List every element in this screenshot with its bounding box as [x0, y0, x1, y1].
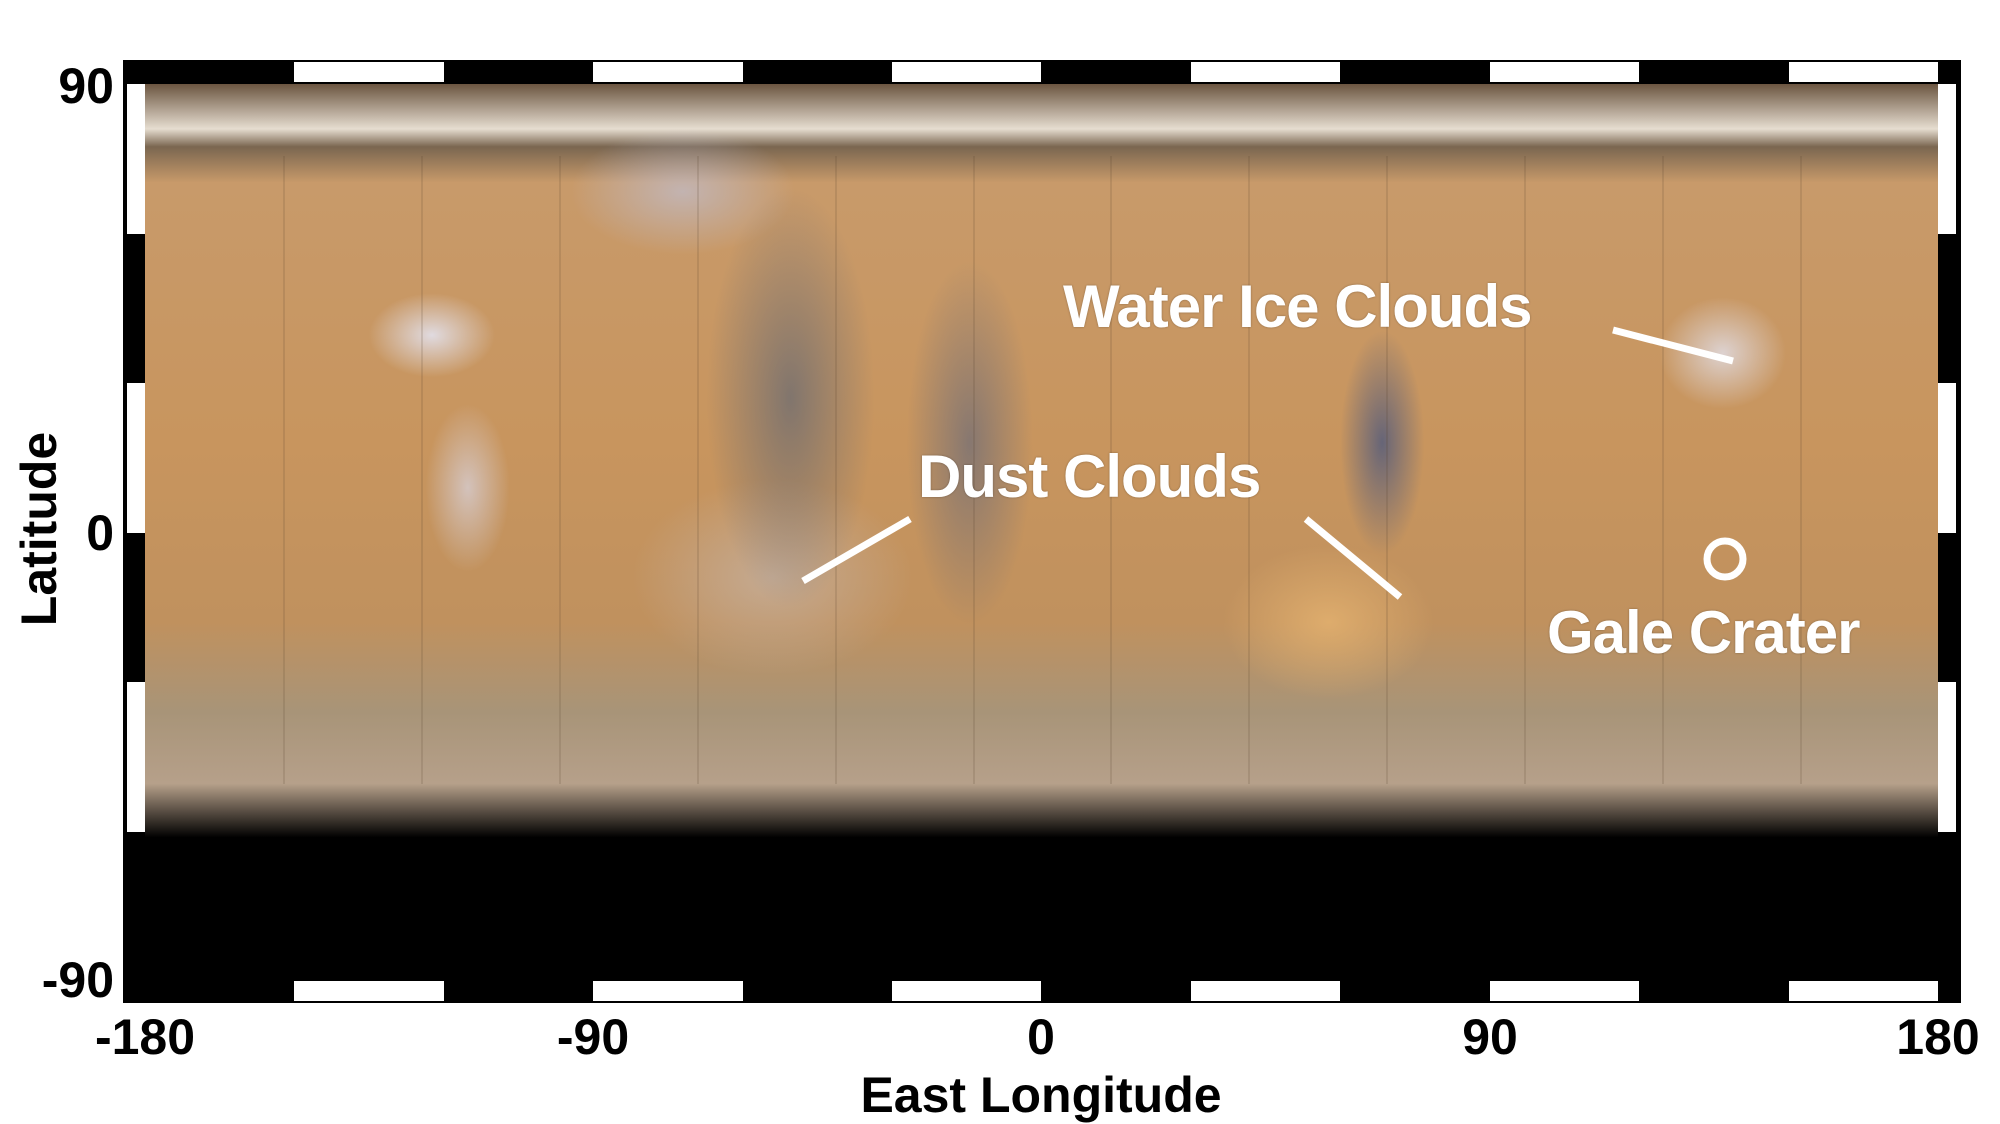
swath-seam	[1662, 155, 1665, 784]
swath-seam	[834, 155, 837, 784]
latitude-segment	[1938, 831, 1956, 981]
longitude-segment	[1340, 62, 1490, 82]
longitude-segment	[1041, 981, 1191, 1001]
longitude-segment	[1788, 62, 1938, 82]
longitude-segment	[742, 981, 893, 1001]
swath-seam	[558, 155, 561, 784]
longitude-segment	[1639, 981, 1789, 1001]
x-axis-label: East Longitude	[860, 1067, 1222, 1123]
swath-seam	[696, 155, 699, 784]
gale-crater-marker	[1703, 537, 1747, 581]
swath-seam	[1800, 155, 1803, 784]
x-tick-label: 180	[1896, 1009, 1980, 1065]
y-axis-label: Latitude	[11, 431, 67, 627]
y-tick-label: -90	[41, 952, 114, 1008]
water-ice-clouds-label: Water Ice Clouds	[1063, 273, 1533, 340]
longitude-segment	[145, 981, 295, 1001]
longitude-segment	[1190, 981, 1341, 1001]
dust-clouds-pointer-left	[801, 515, 912, 585]
longitude-segment	[742, 62, 893, 82]
latitude-segment	[1938, 233, 1956, 383]
latitude-segment	[127, 84, 145, 234]
longitude-segment	[1041, 62, 1191, 82]
longitude-segment	[443, 981, 594, 1001]
longitude-segment	[443, 62, 594, 82]
x-tick-label: -180	[94, 1009, 196, 1065]
latitude-segment	[127, 383, 145, 533]
latitude-segment	[1938, 682, 1956, 832]
swath-seam	[282, 155, 285, 784]
swath-seam	[420, 155, 423, 784]
longitude-segment	[294, 62, 444, 82]
longitude-segment	[1190, 62, 1341, 82]
dust-clouds-pointer-right	[1303, 516, 1403, 600]
longitude-segment	[593, 981, 743, 1001]
latitude-segment	[127, 532, 145, 682]
swath-seam	[1386, 155, 1389, 784]
dust-clouds-label: Dust Clouds	[918, 443, 1261, 510]
x-tick-label: -90	[556, 1009, 630, 1065]
longitude-segment	[1489, 981, 1640, 1001]
longitude-segment	[593, 62, 743, 82]
longitude-segment	[892, 981, 1042, 1001]
swath-seam	[1248, 155, 1251, 784]
longitude-segment	[145, 62, 295, 82]
y-tick-label: 90	[58, 58, 114, 114]
longitude-segment	[1788, 981, 1938, 1001]
x-tick-label: 0	[1027, 1009, 1055, 1065]
latitude-segment	[127, 682, 145, 832]
latitude-segment	[1938, 532, 1956, 682]
latitude-segment	[127, 831, 145, 981]
latitude-segment	[1938, 383, 1956, 533]
longitude-segment	[1639, 62, 1789, 82]
longitude-segment	[1340, 981, 1490, 1001]
longitude-segment	[892, 62, 1042, 82]
water-ice-clouds-pointer	[1612, 326, 1734, 365]
swath-seam	[1110, 155, 1113, 784]
latitude-segment	[127, 233, 145, 383]
swath-seam	[972, 155, 975, 784]
swath-seam	[1524, 155, 1527, 784]
latitude-segment	[1938, 84, 1956, 234]
y-tick-label: 0	[86, 505, 114, 561]
gale-crater-label: Gale Crater	[1547, 599, 1860, 666]
mars-global-map	[145, 84, 1938, 981]
longitude-segment	[1489, 62, 1640, 82]
x-tick-label: 90	[1462, 1009, 1518, 1065]
longitude-segment	[294, 981, 444, 1001]
